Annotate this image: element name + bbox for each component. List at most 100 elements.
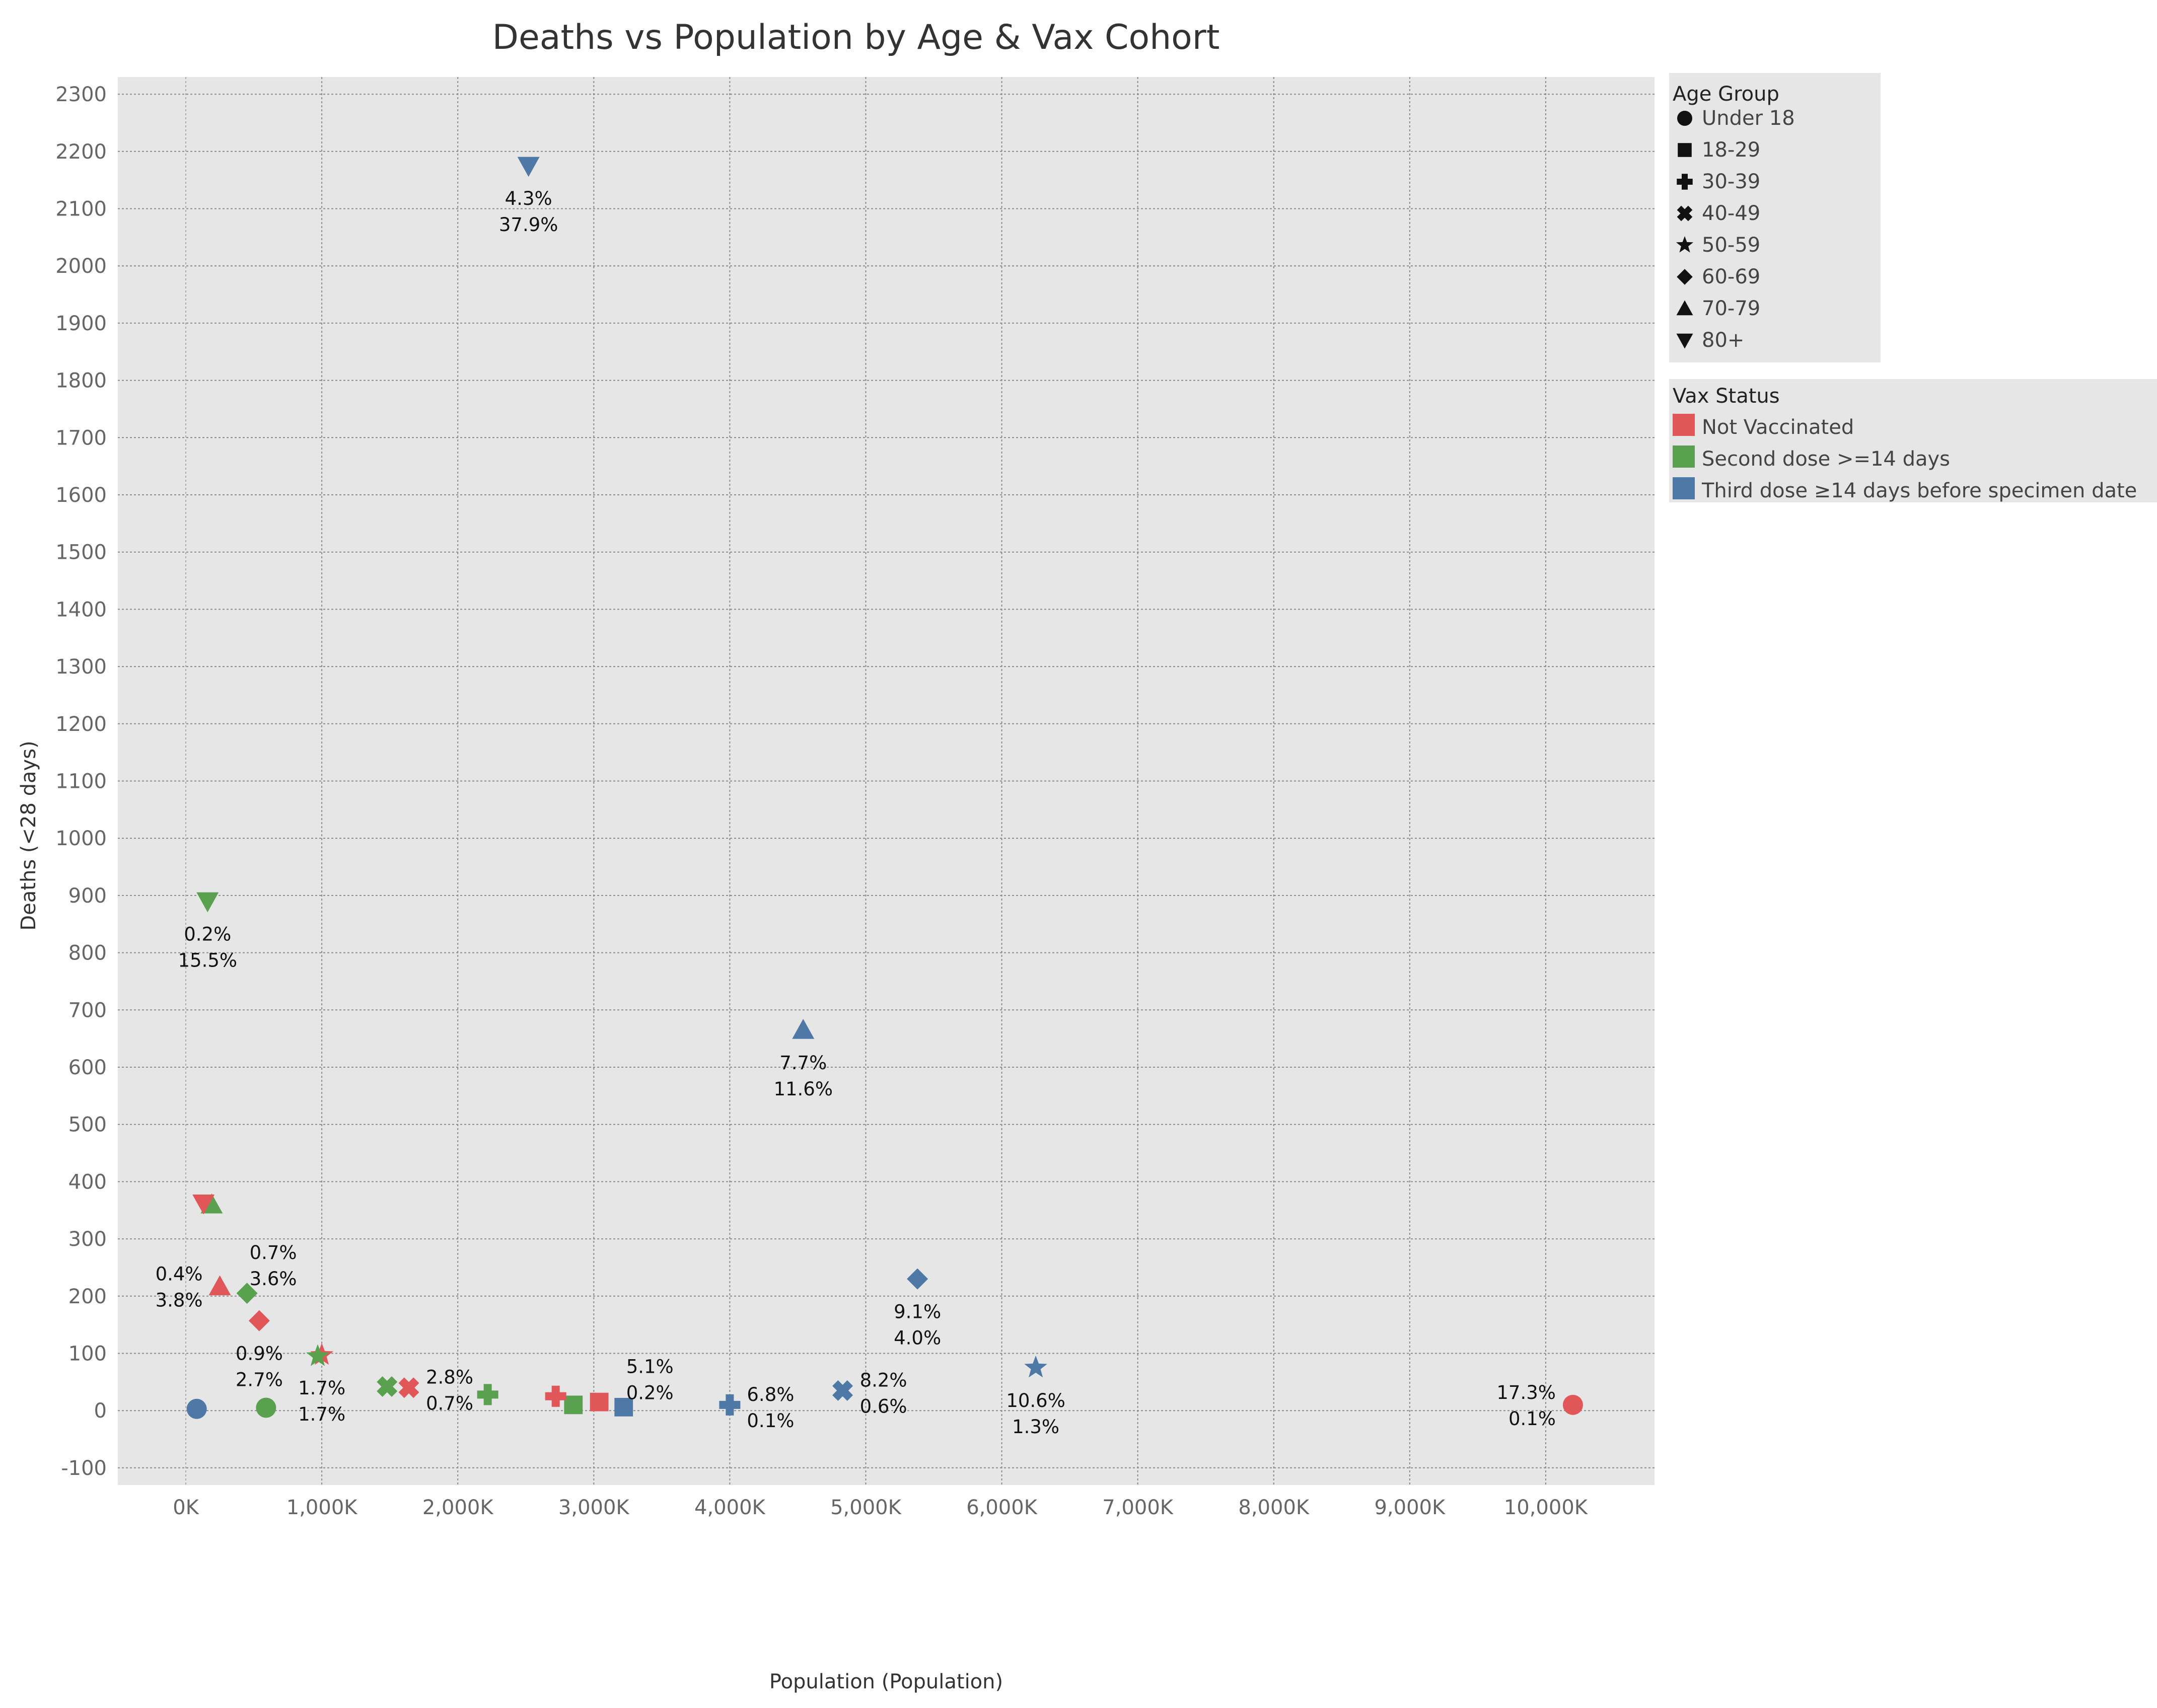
point-18-29-second-dose-14-days: [564, 1395, 583, 1415]
legend-age-label: 80+: [1702, 329, 1744, 352]
y-tick-label: 800: [68, 942, 107, 965]
point-label: 11.6%: [773, 1078, 833, 1100]
x-axis-ticks: 0K 1,000K 2,000K 3,000K 4,000K 5,000K 6,000K 7,…: [173, 1496, 1589, 1519]
point-label: 3.8%: [156, 1289, 203, 1311]
point-30-39-not-vaccinated: [545, 1385, 566, 1407]
point-label: 1.3%: [1012, 1416, 1059, 1438]
y-tick-label: 1400: [55, 598, 107, 621]
point-50-59-third-dose-14-days-before-specimen-date: [1024, 1355, 1047, 1378]
y-tick-label: -100: [61, 1457, 107, 1480]
point-under-18-third-dose-14-days-before-specimen-date: [186, 1398, 207, 1419]
y-tick-label: 700: [68, 999, 107, 1022]
vax-legend-title: Vax Status: [1673, 385, 1780, 408]
y-tick-label: 1900: [55, 312, 107, 335]
y-tick-label: 1300: [55, 655, 107, 679]
y-tick-label: 1000: [55, 827, 107, 850]
y-tick-label: 1700: [55, 426, 107, 450]
point-label: 6.8%: [747, 1384, 794, 1405]
chart-title: Deaths vs Population by Age & Vax Cohort: [492, 18, 1220, 57]
y-tick-label: 600: [68, 1056, 107, 1079]
x-tick-label: 4,000K: [694, 1496, 766, 1519]
point-label: 0.6%: [860, 1395, 907, 1417]
y-tick-label: 1600: [55, 484, 107, 507]
point-label: 0.4%: [156, 1263, 203, 1285]
point-80-second-dose-14-days: [196, 892, 219, 913]
age-legend-background: [1669, 73, 1881, 362]
point-label: 2.8%: [426, 1367, 473, 1388]
vax-legend-background: [1669, 379, 2157, 502]
legend-under-18-marker: [1677, 111, 1692, 126]
x-tick-label: 7,000K: [1102, 1496, 1174, 1519]
legend-18-29-marker: [1678, 143, 1692, 157]
legend-vax-label: Not Vaccinated: [1702, 416, 1854, 439]
legend-second-dose-14-days-swatch: [1673, 445, 1695, 468]
legend-50-59-marker: [1676, 236, 1694, 253]
y-tick-label: 100: [68, 1342, 107, 1365]
point-under-18-second-dose-14-days: [256, 1397, 276, 1418]
point-70-79-third-dose-14-days-before-specimen-date: [792, 1019, 815, 1039]
x-tick-label: 5,000K: [830, 1496, 902, 1519]
point-label: 1.7%: [298, 1377, 345, 1399]
legend-40-49-marker: [1677, 205, 1693, 221]
point-18-29-not-vaccinated: [590, 1392, 609, 1412]
point-30-39-third-dose-14-days-before-specimen-date: [719, 1394, 741, 1416]
point-label: 0.7%: [426, 1393, 473, 1415]
point-60-69-third-dose-14-days-before-specimen-date: [907, 1268, 928, 1290]
y-tick-label: 2100: [55, 198, 107, 221]
point-40-49-second-dose-14-days: [377, 1376, 398, 1397]
y-tick-label: 2300: [55, 83, 107, 106]
legend-30-39-marker: [1677, 174, 1693, 190]
point-60-69-second-dose-14-days: [236, 1283, 258, 1304]
point-label: 15.5%: [178, 949, 237, 971]
point-label: 2.7%: [236, 1369, 283, 1391]
y-axis-label: Deaths (<28 days): [17, 740, 40, 930]
point-label: 8.2%: [860, 1369, 907, 1391]
legend-age-label: Under 18: [1702, 107, 1795, 130]
point-under-18-not-vaccinated: [1562, 1394, 1583, 1415]
y-tick-label: 1200: [55, 713, 107, 736]
y-tick-label: 2000: [55, 255, 107, 278]
legend-80-marker: [1676, 333, 1693, 349]
x-tick-label: 6,000K: [966, 1496, 1038, 1519]
point-label: 4.0%: [894, 1327, 941, 1349]
y-tick-label: 500: [68, 1113, 107, 1137]
y-tick-label: 1800: [55, 369, 107, 393]
x-tick-label: 0K: [173, 1496, 199, 1519]
legend-age-label: 30-39: [1702, 170, 1760, 193]
legend-vax-label: Third dose ≥14 days before specimen date: [1701, 479, 2137, 502]
point-label: 0.9%: [236, 1343, 283, 1365]
legend-70-79-marker: [1676, 300, 1693, 316]
point-label: 7.7%: [779, 1052, 827, 1074]
x-tick-label: 2,000K: [422, 1496, 494, 1519]
x-tick-label: 1,000K: [286, 1496, 358, 1519]
age-legend-title: Age Group: [1673, 83, 1779, 106]
y-tick-label: 2200: [55, 140, 107, 164]
legend-60-69-marker: [1677, 269, 1693, 285]
y-tick-label: 200: [68, 1285, 107, 1308]
point-label: 0.2%: [184, 923, 231, 945]
y-tick-label: 300: [68, 1228, 107, 1251]
legend-vax-label: Second dose >=14 days: [1702, 448, 1950, 471]
point-80-not-vaccinated: [192, 1195, 215, 1215]
point-40-49-not-vaccinated: [398, 1377, 419, 1398]
data-labels: 17.3% 0.1% 5.1% 0.2% 6.8% 0.1% 2.8% 0.7% 8.2% 0.6…: [156, 188, 1556, 1438]
y-tick-label: 400: [68, 1170, 107, 1194]
x-tick-label: 8,000K: [1238, 1496, 1310, 1519]
point-label: 5.1%: [626, 1356, 674, 1377]
point-label: 1.7%: [298, 1403, 345, 1425]
point-80-third-dose-14-days-before-specimen-date: [517, 157, 540, 177]
legend-third-dose-14-days-before-specimen-date-swatch: [1673, 477, 1695, 499]
point-label: 4.3%: [505, 188, 552, 209]
point-label: 3.6%: [250, 1268, 297, 1290]
x-tick-label: 10,000K: [1504, 1496, 1589, 1519]
legend-age-label: 40-49: [1702, 202, 1760, 225]
legend-age-label: 18-29: [1702, 138, 1760, 162]
legend-age-label: 60-69: [1702, 265, 1760, 288]
legend-age-label: 70-79: [1702, 297, 1760, 320]
x-tick-label: 3,000K: [558, 1496, 630, 1519]
point-40-49-third-dose-14-days-before-specimen-date: [832, 1380, 853, 1401]
y-axis-ticks: -100 0 100 200 300 400 500 600 700 800 900 1000 1100…: [55, 83, 107, 1480]
point-label: 10.6%: [1006, 1390, 1065, 1412]
point-label: 0.1%: [747, 1410, 794, 1432]
